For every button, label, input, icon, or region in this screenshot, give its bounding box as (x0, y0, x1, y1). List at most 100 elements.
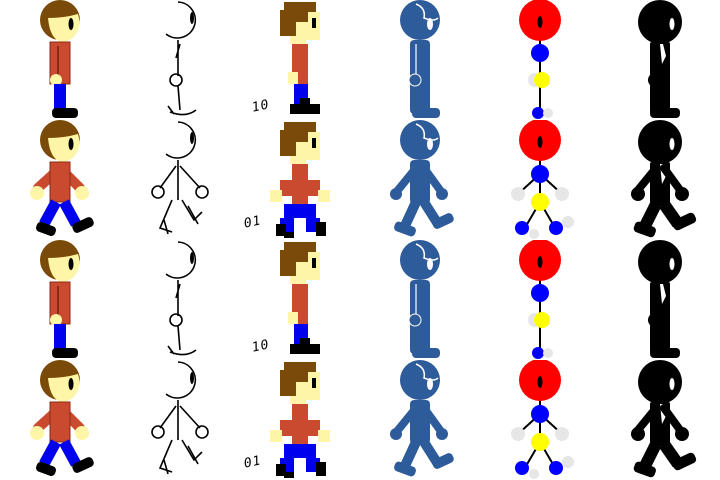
leg-front (59, 439, 81, 467)
black-suit-figure-sprite (631, 360, 697, 478)
leg-back (39, 199, 61, 227)
torso (175, 40, 181, 76)
sprite-group (390, 360, 454, 477)
hand (169, 313, 183, 327)
shoe (650, 108, 680, 118)
arm-back (394, 164, 420, 194)
line-stickman-sprite (151, 361, 209, 475)
sprite-group (30, 120, 94, 236)
knee-back (515, 461, 529, 475)
hip-joint (531, 433, 549, 451)
eye (669, 378, 675, 390)
sprite-group (151, 361, 209, 475)
eye (537, 376, 543, 388)
foot (543, 348, 553, 358)
sprite-group (151, 121, 209, 235)
sprite-group (631, 360, 697, 478)
shoe-back (284, 232, 294, 238)
torso (175, 280, 181, 316)
shoe-front (432, 453, 454, 469)
leg-back (399, 199, 421, 231)
highlight (415, 243, 439, 261)
hair (284, 362, 316, 372)
cartoon-boy-frame-3 (0, 240, 120, 360)
shoe-front (432, 213, 454, 229)
sprite-group (270, 122, 330, 238)
hand-front (318, 430, 330, 442)
cartoon-boy-sprite (40, 240, 80, 358)
sprite-group (280, 242, 320, 354)
black-suit-figure-sprite (638, 240, 682, 358)
eye (669, 138, 675, 150)
hand (408, 73, 422, 87)
hand (408, 313, 422, 327)
eye (190, 372, 194, 384)
hip-joint (531, 193, 549, 211)
hand (288, 72, 298, 84)
shoe-front (672, 452, 697, 471)
hair (296, 372, 308, 382)
sprite-group (165, 241, 197, 356)
line-stickman-frame-2 (120, 120, 240, 240)
neck (290, 396, 306, 404)
line-stickman-sprite (165, 241, 197, 356)
shoe-back (36, 222, 56, 236)
hand (169, 73, 183, 87)
sprite-group (400, 0, 440, 118)
shoe (290, 344, 320, 354)
line-stickman-sprite (165, 1, 197, 116)
ball-joint-figure-frame-2 (480, 120, 600, 240)
head (638, 0, 682, 44)
eye (190, 252, 194, 264)
leg-front (59, 199, 81, 227)
arm-front (420, 164, 444, 194)
hand-back (631, 427, 645, 441)
shoe-back (633, 221, 656, 238)
blue-silhouette-sprite (400, 240, 440, 358)
highlight (415, 3, 439, 21)
hand (50, 74, 62, 86)
hair (296, 12, 308, 22)
shoe-front (72, 457, 94, 473)
shoe (300, 338, 310, 346)
shoe-back (394, 461, 416, 477)
shoe (290, 104, 320, 114)
eye (427, 18, 433, 30)
pixel-boy-frame-3: 10 (240, 240, 360, 360)
ball-joint-figure-frame-1 (480, 0, 600, 120)
legs (167, 325, 197, 356)
black-suit-figure-frame-3 (600, 240, 720, 360)
hip-joint (534, 72, 550, 88)
frame-bit-label: 01 (242, 213, 264, 232)
knee-front (549, 221, 563, 235)
line-stickman-frame-4 (120, 360, 240, 480)
hair (284, 122, 316, 132)
eye (68, 258, 74, 270)
leg-back (399, 439, 421, 471)
eye (427, 138, 433, 150)
hand (648, 313, 662, 327)
ball-joint-figure-sprite (511, 120, 574, 239)
hair (296, 132, 308, 142)
highlight (415, 123, 439, 141)
sprite-group (165, 1, 197, 116)
cartoon-boy-frame-4 (0, 360, 120, 480)
eye (312, 378, 316, 388)
hand-front (75, 426, 89, 440)
arm-front (420, 404, 444, 434)
foot-front (562, 456, 574, 468)
shoe-back (276, 224, 286, 236)
shoe (650, 348, 680, 358)
chest-joint (531, 44, 549, 62)
foot-front (562, 216, 574, 228)
eye (427, 258, 433, 270)
legs (158, 439, 203, 475)
hand-front (555, 427, 569, 441)
pixel-boy-sprite (280, 2, 320, 114)
shirt (292, 164, 308, 204)
hand-front (436, 188, 448, 200)
head (638, 360, 682, 404)
shirt-tie (660, 284, 666, 304)
eye (537, 16, 543, 28)
